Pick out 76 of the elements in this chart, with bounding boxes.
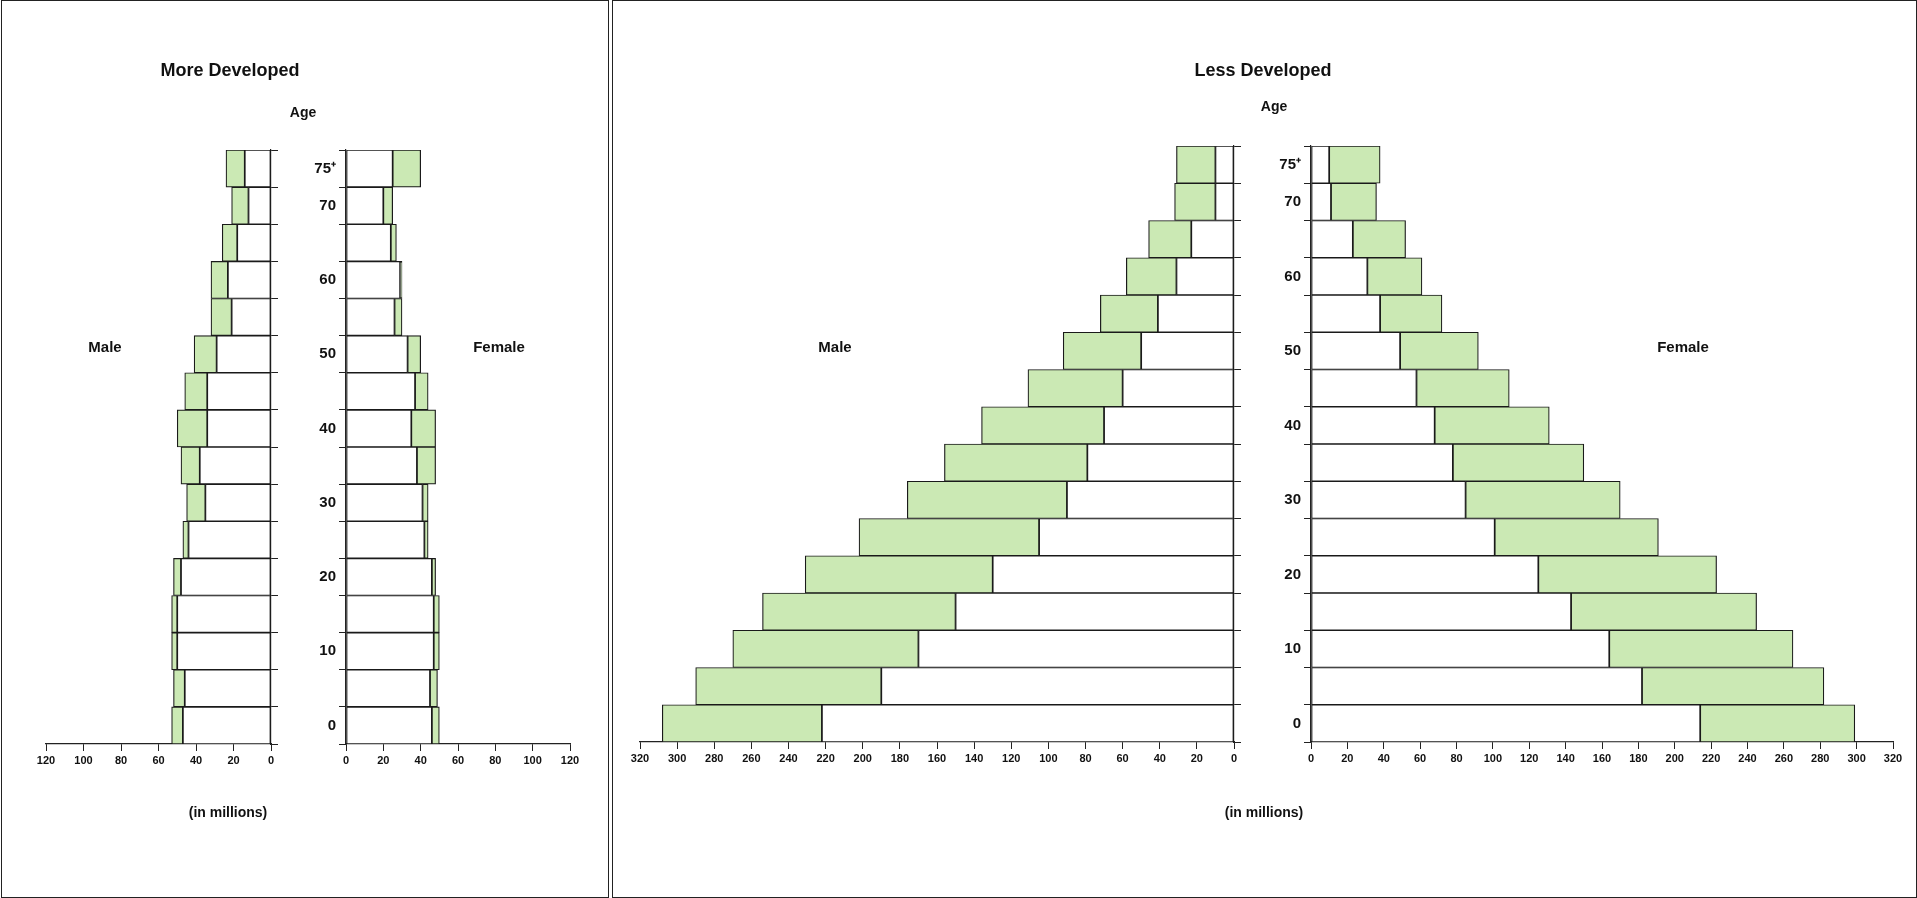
y-tick-label: 75⁺ — [1279, 154, 1301, 172]
x-tick-label: 120 — [36, 753, 56, 766]
y-tick-label: 10 — [1284, 639, 1301, 657]
y-axis-title: Age — [1260, 98, 1288, 114]
x-tick-label: 280 — [1811, 751, 1830, 764]
x-tick-label: 0 — [1307, 751, 1315, 764]
x-tick-label: 300 — [667, 751, 687, 764]
x-tick-label: 180 — [1629, 751, 1648, 764]
x-tick-label: 120 — [1520, 751, 1539, 764]
x-axis-title: (in millions) — [188, 804, 268, 820]
x-tick-label: 60 — [1116, 751, 1129, 764]
x-tick-label: 20 — [377, 753, 390, 766]
y-tick-label: 50 — [1284, 341, 1301, 359]
x-tick-label: 300 — [1847, 751, 1866, 764]
y-tick-label: 30 — [1284, 490, 1301, 508]
x-tick-label: 280 — [705, 751, 724, 764]
x-tick-label: 180 — [890, 751, 910, 764]
y-tick-label: 75⁺ — [314, 158, 336, 176]
y-tick-label: 60 — [319, 270, 336, 288]
y-tick-label: 50 — [319, 344, 336, 362]
x-tick-label: 80 — [114, 753, 128, 766]
x-tick-label: 100 — [1483, 751, 1503, 764]
annotation: Female — [473, 337, 525, 355]
x-tick-label: 20 — [227, 753, 240, 766]
y-axis-title: Age — [289, 104, 317, 120]
x-tick-label: 240 — [1738, 751, 1757, 764]
x-tick-label: 20 — [1341, 751, 1354, 764]
x-tick-label: 80 — [1450, 751, 1463, 764]
x-tick-label: 80 — [1079, 751, 1092, 764]
x-tick-label: 140 — [964, 751, 984, 764]
y-tick-label: 10 — [319, 641, 336, 659]
x-tick-label: 40 — [1377, 751, 1390, 764]
x-tick-label: 320 — [630, 751, 650, 764]
x-tick-label: 260 — [1774, 751, 1794, 764]
x-tick-label: 160 — [927, 751, 947, 764]
chart-title: Less Developed — [1194, 59, 1332, 81]
y-tick-label: 0 — [327, 715, 336, 733]
x-tick-label: 120 — [560, 753, 580, 766]
x-tick-label: 0 — [342, 753, 350, 766]
x-tick-label: 120 — [1002, 751, 1021, 764]
chart-title: More Developed — [160, 59, 300, 81]
y-tick-label: 40 — [1284, 415, 1301, 433]
y-tick-label: 20 — [1284, 564, 1301, 582]
x-tick-label: 40 — [189, 753, 203, 766]
x-tick-label: 20 — [1190, 751, 1203, 764]
y-tick-label: 70 — [319, 195, 336, 213]
x-tick-label: 220 — [1701, 751, 1721, 764]
annotation: Female — [1657, 337, 1709, 355]
y-tick-label: 60 — [1284, 266, 1301, 284]
x-tick-label: 60 — [1414, 751, 1427, 764]
x-tick-label: 320 — [1883, 751, 1903, 764]
x-tick-label: 220 — [816, 751, 835, 764]
annotation: Male — [88, 337, 122, 355]
x-tick-label: 0 — [1230, 751, 1238, 764]
x-tick-label: 200 — [853, 751, 872, 764]
y-tick-label: 0 — [1292, 713, 1301, 731]
x-tick-label: 40 — [414, 753, 427, 766]
y-tick-label: 70 — [1284, 192, 1301, 210]
x-tick-label: 260 — [742, 751, 761, 764]
x-tick-label: 100 — [1039, 751, 1058, 764]
x-tick-label: 100 — [523, 753, 542, 766]
x-tick-label: 140 — [1556, 751, 1575, 764]
annotation: Male — [818, 337, 852, 355]
x-tick-label: 240 — [779, 751, 798, 764]
x-tick-label: 100 — [74, 753, 93, 766]
x-tick-label: 80 — [489, 753, 502, 766]
x-tick-label: 60 — [451, 753, 465, 766]
y-tick-label: 40 — [319, 418, 336, 436]
x-tick-label: 0 — [267, 753, 275, 766]
x-tick-label: 40 — [1153, 751, 1166, 764]
x-tick-label: 160 — [1592, 751, 1612, 764]
x-tick-label: 200 — [1665, 751, 1684, 764]
y-tick-label: 30 — [319, 492, 336, 510]
x-tick-label: 60 — [152, 753, 165, 766]
y-tick-label: 20 — [319, 567, 336, 585]
x-axis-title: (in millions) — [1224, 804, 1304, 820]
